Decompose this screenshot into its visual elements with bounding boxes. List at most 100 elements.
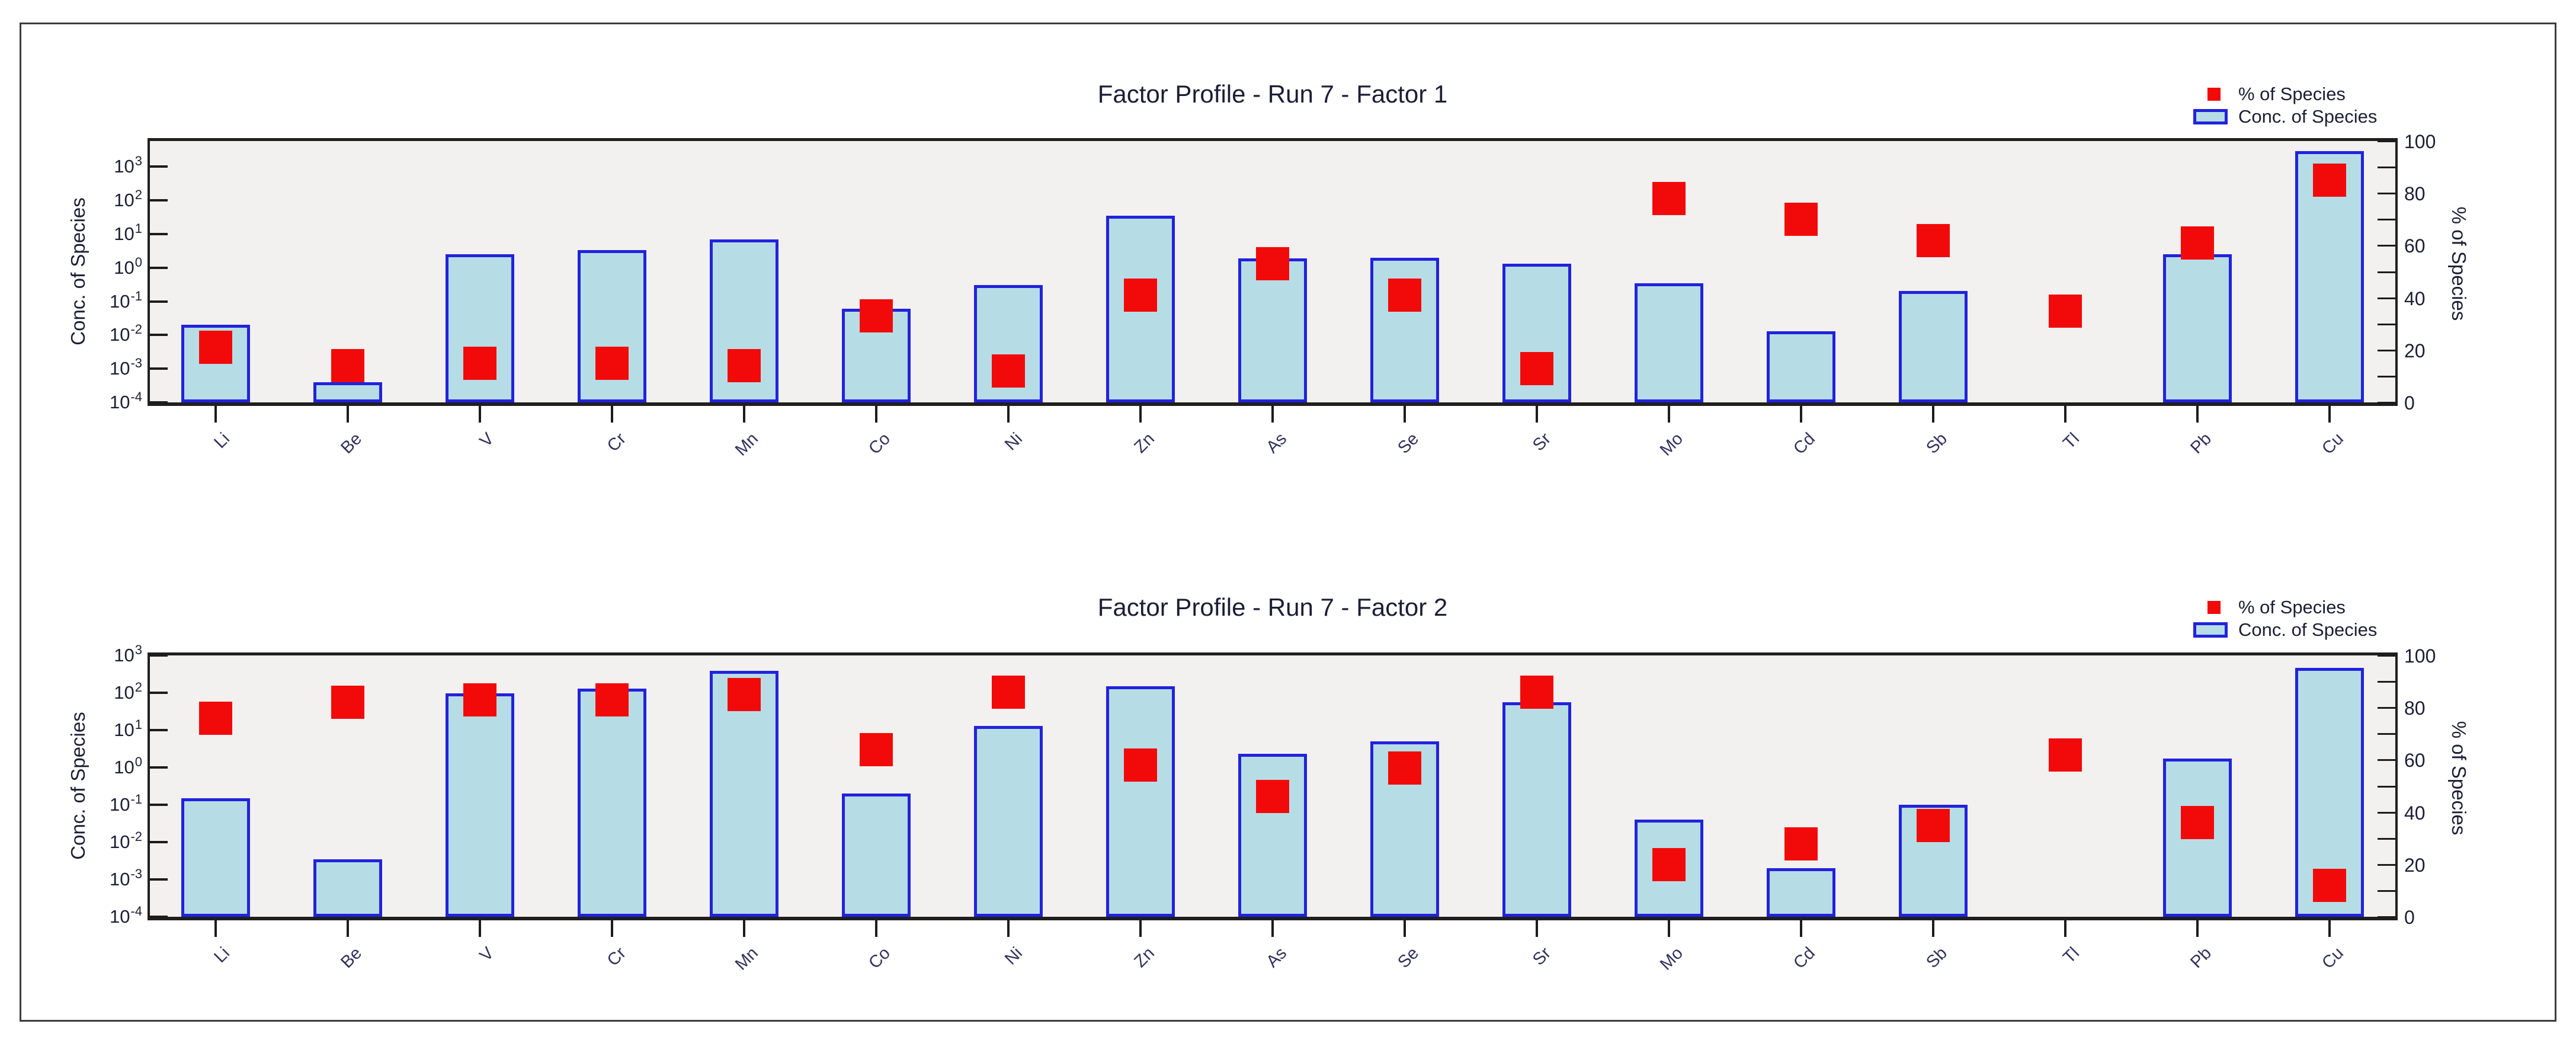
y-axis-tick-right-10 — [2378, 376, 2395, 377]
y-axis-right-label-0: 0 — [2404, 907, 2415, 928]
bar-Be — [313, 382, 382, 402]
y-axis-tick-left-10e1 — [150, 729, 168, 731]
marker-Cr — [595, 347, 629, 380]
marker-Pb — [2181, 806, 2214, 839]
marker-Mn — [728, 349, 761, 382]
y-axis-right-label-0: 0 — [2404, 392, 2415, 414]
figure-outer-border — [20, 23, 2556, 1022]
marker-V — [463, 347, 496, 380]
y-axis-tick-right-60 — [2378, 759, 2395, 761]
y-axis-tick-right-0 — [2378, 916, 2395, 918]
marker-Mo — [1652, 182, 1686, 215]
y-axis-tick-left-10e-1 — [150, 300, 168, 303]
marker-Co — [860, 299, 893, 332]
x-axis-tick-Cu — [2328, 406, 2331, 423]
marker-Ni — [992, 354, 1025, 388]
marker-Zn — [1124, 748, 1157, 782]
marker-Ni — [992, 676, 1025, 709]
y-axis-right-label-40: 40 — [2404, 288, 2426, 309]
bar-V — [446, 693, 514, 917]
y-axis-right-label-20: 20 — [2404, 855, 2426, 876]
legend-row-percent: % of Species — [2193, 596, 2490, 619]
x-axis-tick-Sb — [1932, 920, 1934, 937]
bar-Cr — [578, 689, 646, 917]
y-axis-tick-right-80 — [2378, 193, 2395, 194]
x-axis-tick-Co — [875, 920, 877, 937]
bar-As — [1238, 754, 1307, 917]
marker-Be — [331, 349, 364, 382]
y-axis-label-10e-4: 10-4 — [109, 389, 142, 412]
bar-Li — [181, 798, 250, 917]
x-axis-tick-Cr — [611, 406, 613, 423]
marker-Pb — [2181, 226, 2214, 260]
y-axis-label-10e1: 101 — [114, 717, 142, 740]
bar-Ni — [974, 726, 1043, 917]
bar-Cd — [1767, 331, 1835, 402]
y-axis-label-10e3: 103 — [114, 153, 142, 177]
y-axis-tick-left-10e3 — [150, 654, 168, 657]
marker-Tl — [2049, 738, 2082, 772]
x-axis-tick-Ni — [1007, 920, 1010, 937]
bar-Mo — [1635, 283, 1703, 402]
y-axis-tick-left-10e-1 — [150, 804, 168, 806]
y-axis-tick-left-10e-3 — [150, 367, 168, 370]
x-axis-tick-Co — [875, 406, 877, 423]
marker-Mo — [1652, 848, 1686, 881]
bar-Co — [842, 794, 911, 917]
marker-As — [1256, 247, 1289, 280]
legend-bar-swatch — [2193, 622, 2228, 638]
x-axis-tick-Ni — [1007, 406, 1010, 423]
marker-Cd — [1784, 203, 1818, 236]
marker-Be — [331, 686, 364, 719]
y-axis-tick-right-70 — [2378, 219, 2395, 220]
y-axis-tick-right-20 — [2378, 350, 2395, 351]
x-axis-tick-Mn — [743, 920, 745, 937]
x-axis-tick-V — [479, 406, 481, 423]
x-axis-tick-Zn — [1139, 920, 1142, 937]
marker-Sb — [1917, 809, 1950, 842]
marker-Co — [860, 733, 893, 766]
marker-Se — [1388, 751, 1421, 785]
plot-area-1 — [148, 138, 2398, 406]
y-axis-tick-right-50 — [2378, 786, 2395, 788]
x-axis-tick-Cr — [611, 920, 613, 937]
marker-Mn — [728, 678, 761, 711]
marker-Li — [199, 331, 232, 364]
legend-marker-label: % of Species — [2238, 84, 2346, 104]
y-axis-right-label-100: 100 — [2404, 645, 2436, 667]
marker-Sr — [1520, 352, 1553, 385]
x-axis-tick-Mn — [743, 406, 745, 423]
chart-title-factor-1: Factor Profile - Run 7 - Factor 1 — [1097, 80, 1448, 108]
marker-Sb — [1917, 224, 1950, 257]
x-axis-tick-Pb — [2196, 406, 2199, 423]
legend-factor-1: % of Species Conc. of Species — [2193, 83, 2490, 128]
legend-bar-label: Conc. of Species — [2238, 619, 2378, 640]
x-axis-tick-Se — [1404, 920, 1406, 937]
y-axis-tick-right-10 — [2378, 890, 2395, 892]
y-axis-tick-right-50 — [2378, 271, 2395, 273]
y-axis-tick-right-100 — [2378, 140, 2395, 142]
y-axis-tick-right-30 — [2378, 838, 2395, 840]
y-axis-tick-right-40 — [2378, 297, 2395, 299]
x-axis-tick-Mo — [1668, 920, 1670, 937]
y-axis-label-10e-4: 10-4 — [109, 904, 142, 927]
y-axis-tick-right-90 — [2378, 681, 2395, 683]
bar-V — [446, 254, 514, 402]
x-axis-tick-Tl — [2064, 920, 2066, 937]
y-axis-tick-right-30 — [2378, 324, 2395, 325]
y-axis-right-label-100: 100 — [2404, 131, 2436, 152]
x-axis-tick-As — [1271, 920, 1274, 937]
bar-Be — [313, 859, 382, 917]
x-axis-tick-V — [479, 920, 481, 937]
legend-row-conc: Conc. of Species — [2193, 619, 2490, 641]
y-axis-tick-left-10e3 — [150, 165, 168, 168]
y-axis-right-label-60: 60 — [2404, 750, 2426, 771]
x-axis-tick-Cu — [2328, 920, 2331, 937]
x-axis-tick-Be — [347, 406, 349, 423]
legend-marker-swatch — [2207, 601, 2221, 614]
y-axis-right-label-80: 80 — [2404, 698, 2426, 719]
bar-Cd — [1767, 868, 1835, 917]
bar-Zn — [1106, 686, 1175, 917]
marker-Li — [199, 702, 232, 735]
y-axis-tick-right-20 — [2378, 864, 2395, 866]
